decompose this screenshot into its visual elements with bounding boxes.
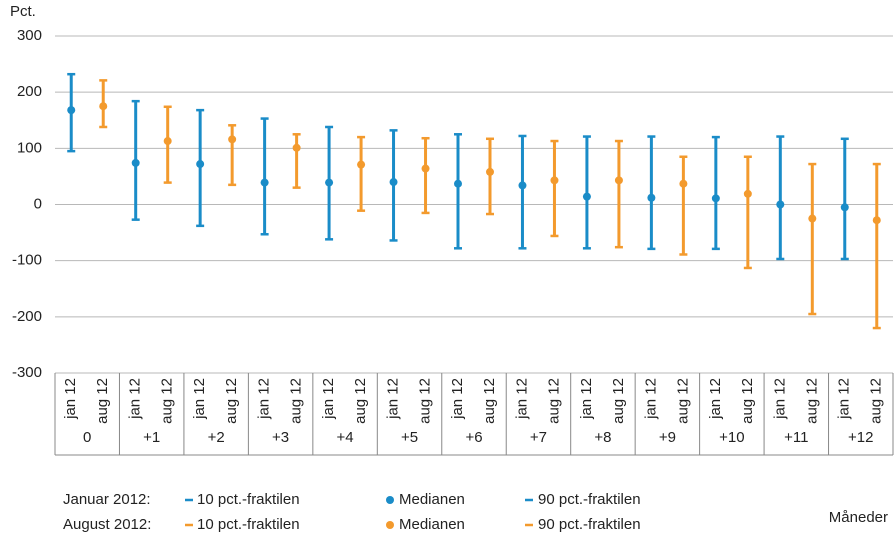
sub-category-label: jan 12 [449,378,466,420]
sub-category-label: aug 12 [674,378,691,424]
median-dot [550,176,559,185]
sub-category-label: jan 12 [385,378,402,420]
median-dot [582,192,591,201]
median-dot [647,193,656,202]
median-dot [99,102,108,111]
median-dot [357,160,366,169]
median-dot [614,176,623,185]
median-dot [163,137,172,146]
group-label: +2 [208,429,225,446]
group-label: +5 [401,429,418,446]
group-label: +1 [143,429,160,446]
median-dot [292,143,301,152]
sub-category-label: jan 12 [256,378,273,420]
group-label: +9 [659,429,676,446]
sub-category-label: aug 12 [223,378,240,424]
y-tick-label: 200 [17,83,42,100]
sub-category-label: jan 12 [642,378,659,420]
y-tick-label: 300 [17,27,42,44]
median-dot [67,106,76,115]
legend-dot [386,521,394,529]
sub-category-label: jan 12 [513,378,530,420]
median-dot [260,178,269,187]
sub-category-label: jan 12 [707,378,724,420]
legend-label: 10 pct.-fraktilen [197,516,300,533]
x-axis-label: Måneder [829,509,888,526]
y-tick-label: 100 [17,139,42,156]
legend-label: Medianen [399,516,465,533]
y-tick-label: 0 [34,195,42,212]
median-dot [743,189,752,198]
sub-category-label: jan 12 [320,378,337,420]
legend-label: 10 pct.-fraktilen [197,491,300,508]
legend-title: Januar 2012: [63,491,151,508]
legend-label: 90 pct.-fraktilen [538,516,641,533]
sub-category-label: aug 12 [159,378,176,424]
legend-label: 90 pct.-fraktilen [538,491,641,508]
sub-category-label: aug 12 [352,378,369,424]
median-dot [872,216,881,225]
median-dot [808,214,817,223]
y-tick-label: -200 [12,308,42,325]
median-dot [518,181,527,190]
median-dot [228,135,237,144]
group-label: +3 [272,429,289,446]
sub-category-label: aug 12 [94,378,111,424]
sub-category-label: aug 12 [481,378,498,424]
median-dot [196,160,205,169]
group-label: +4 [337,429,354,446]
sub-category-label: aug 12 [610,378,627,424]
median-dot [840,203,849,212]
sub-category-label: jan 12 [836,378,853,420]
sub-category-label: jan 12 [62,378,79,420]
median-dot [325,178,334,187]
y-axis-label: Pct. [10,3,36,20]
median-dot [679,179,688,188]
legend-label: Medianen [399,491,465,508]
sub-category-label: jan 12 [771,378,788,420]
sub-category-label: jan 12 [191,378,208,420]
median-dot [131,158,140,167]
median-dot [421,164,430,173]
median-dot [486,167,494,176]
sub-category-label: jan 12 [578,378,595,420]
group-label: +6 [465,429,482,446]
sub-category-label: aug 12 [288,378,305,424]
group-label: +12 [848,429,873,446]
group-label: +11 [784,429,808,446]
y-tick-label: -300 [12,364,42,381]
group-label: +7 [530,429,547,446]
group-label: 0 [83,429,91,446]
y-tick-label: -100 [12,252,42,269]
median-dot [454,179,462,188]
legend-title: August 2012: [63,516,151,533]
sub-category-label: aug 12 [545,378,562,424]
group-label: +8 [594,429,611,446]
median-dot [389,178,398,187]
sub-category-label: aug 12 [868,378,885,424]
median-dot [776,200,785,209]
median-dot [711,194,720,203]
group-label: +10 [719,429,744,446]
sub-category-label: jan 12 [127,378,144,420]
sub-category-label: aug 12 [803,378,820,424]
sub-category-label: aug 12 [739,378,756,424]
sub-category-label: aug 12 [417,378,434,424]
legend-dot [386,496,394,504]
